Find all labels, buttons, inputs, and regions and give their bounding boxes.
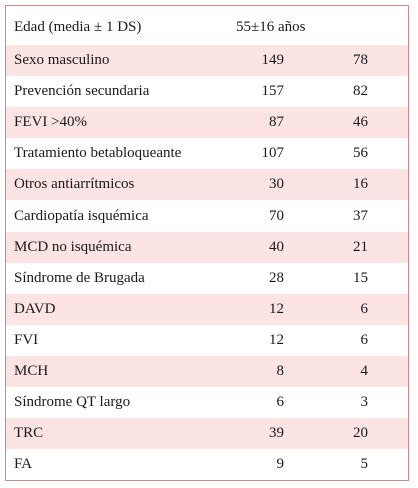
- table-row: Sexo masculino 149 78: [6, 45, 408, 76]
- table-row: Síndrome QT largo 6 3: [6, 387, 408, 418]
- row-label: DAVD: [14, 300, 56, 317]
- table-row: FA 9 5: [6, 449, 408, 480]
- row-label: Tratamiento betabloqueante: [14, 145, 182, 162]
- row-label: TRC: [14, 425, 44, 442]
- table-row: MCD no isquémica 40 21: [6, 231, 408, 263]
- row-percent: 6: [360, 300, 369, 317]
- table-row: Prevención secundaria 157 82: [6, 76, 408, 107]
- row-count: 12: [269, 331, 284, 348]
- row-count: 28: [269, 269, 284, 286]
- row-count: 12: [269, 300, 284, 317]
- row-count: 107: [261, 145, 285, 162]
- table-row: Síndrome de Brugada 28 15: [6, 263, 408, 294]
- row-label: FEVI >40%: [14, 114, 88, 131]
- row-label: Síndrome de Brugada: [14, 269, 145, 286]
- row-count: 8: [276, 363, 285, 379]
- row-percent: 37: [353, 207, 368, 224]
- table-row: Cardiopatía isquémica 70 37: [6, 201, 408, 232]
- row-percent: 46: [353, 114, 368, 131]
- row-percent: 82: [353, 83, 368, 100]
- row-count: 39: [269, 425, 284, 442]
- table: Edad (media ± 1 DS) 55±16 años Sexo masc…: [5, 5, 409, 481]
- row-percent: 5: [360, 456, 369, 473]
- row-count: 157: [261, 83, 285, 100]
- table-row: MCH 8 4: [6, 356, 408, 387]
- row-count: 40: [269, 238, 284, 255]
- table-row: TRC 39 20: [6, 418, 408, 450]
- row-label: Otros antiarrítmicos: [14, 176, 135, 193]
- row-percent: 21: [353, 238, 368, 255]
- row-count: 87: [269, 114, 284, 131]
- row-count: 6: [276, 394, 285, 411]
- row-percent: 3: [360, 394, 369, 411]
- row-count: 30: [269, 176, 284, 193]
- row-label: FVI: [14, 331, 39, 348]
- table-row: Otros antiarrítmicos 30 16: [6, 169, 408, 201]
- header-value: 55±16 años: [236, 19, 306, 35]
- table-row: DAVD 12 6: [6, 293, 408, 325]
- row-label: MCH: [14, 363, 49, 379]
- table-row: Tratamiento betabloqueante 107 56: [6, 138, 408, 169]
- table-row: FVI 12 6: [6, 325, 408, 356]
- row-percent: 4: [360, 363, 369, 379]
- row-percent: 20: [353, 425, 368, 442]
- row-label: Cardiopatía isquémica: [14, 207, 149, 224]
- row-label: Sexo masculino: [14, 52, 110, 68]
- row-label: FA: [14, 456, 33, 473]
- header-row: Edad (media ± 1 DS) 55±16 años: [6, 12, 408, 43]
- row-count: 9: [276, 456, 285, 473]
- row-percent: 15: [353, 269, 368, 286]
- table-row: FEVI >40% 87 46: [6, 107, 408, 139]
- row-percent: 16: [353, 176, 368, 193]
- row-percent: 6: [360, 331, 369, 348]
- row-label: Prevención secundaria: [14, 83, 150, 100]
- header-label: Edad (media ± 1 DS): [14, 19, 142, 35]
- row-label: Síndrome QT largo: [14, 394, 131, 411]
- row-count: 70: [269, 207, 284, 224]
- row-percent: 78: [353, 52, 368, 68]
- row-count: 149: [261, 52, 285, 68]
- row-label: MCD no isquémica: [14, 238, 132, 255]
- row-percent: 56: [353, 145, 368, 162]
